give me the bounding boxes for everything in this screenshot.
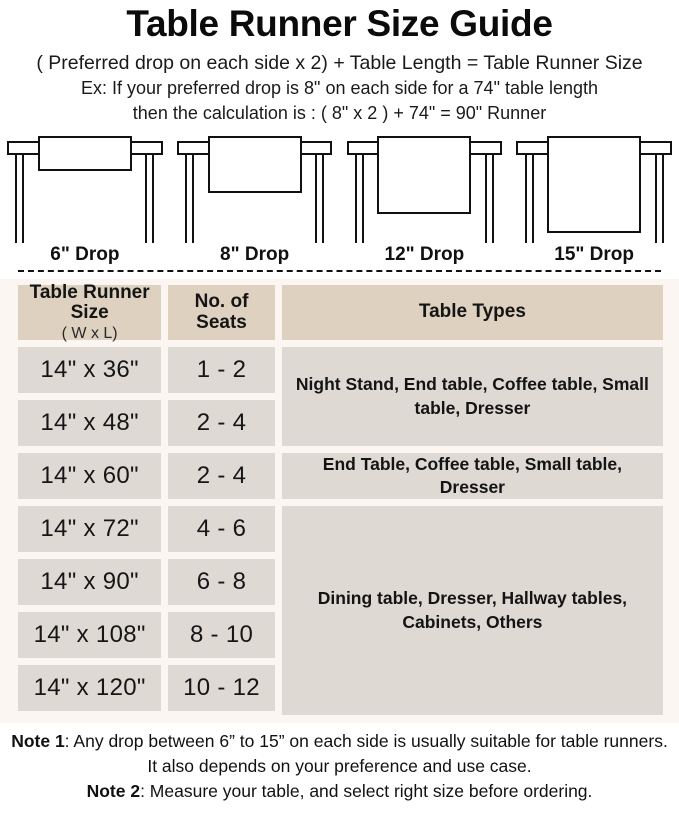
cell-seats-5: 8 - 10: [168, 612, 275, 658]
header-runner-size: Table Runner Size ( W x L): [18, 281, 162, 342]
header-table-types: Table Types: [281, 285, 664, 340]
cell-size-4: 14" x 90": [18, 559, 162, 605]
drop-diagram-8: [170, 133, 340, 243]
table-leg-left-icon: [524, 155, 534, 243]
table-leg-left-icon: [185, 155, 195, 243]
cell-seats-0: 1 - 2: [168, 347, 275, 393]
table-leg-left-icon: [354, 155, 364, 243]
cell-seats-2: 2 - 4: [168, 453, 275, 499]
table-leg-right-icon: [145, 155, 155, 243]
cell-seats-6: 10 - 12: [168, 665, 275, 711]
header-no-of-seats-label: No. of Seats: [194, 290, 249, 333]
cell-size-0: 14" x 36": [18, 347, 162, 393]
runner-drape-icon: [547, 136, 642, 233]
header-table-types-label: Table Types: [418, 301, 526, 323]
cell-types-group-2: Dining table, Dresser, Hallway tables, C…: [281, 506, 664, 715]
cell-seats-3: 4 - 6: [168, 506, 275, 552]
runner-drape-icon: [377, 136, 472, 214]
drop-diagram-15: [509, 133, 679, 243]
example-line-1: Ex: If your preferred drop is 8" on each…: [80, 78, 599, 98]
note-2-text: : Measure your table, and select right s…: [140, 781, 593, 801]
section-divider: [18, 270, 661, 272]
cell-size-3: 14" x 72": [18, 506, 162, 552]
cell-seats-1: 2 - 4: [168, 400, 275, 446]
note-2-label: Note 2: [86, 781, 141, 801]
column-runner-size: Table Runner Size ( W x L) 14" x 36" 14"…: [18, 281, 162, 715]
header-no-of-seats: No. of Seats: [168, 285, 275, 340]
cell-seats-4: 6 - 8: [168, 559, 275, 605]
runner-drape-icon: [207, 136, 302, 194]
drop-label-6: 6" Drop: [50, 244, 120, 265]
table-leg-right-icon: [484, 155, 494, 243]
column-table-types: Table Types Night Stand, End table, Coff…: [281, 285, 664, 715]
size-table: Table Runner Size ( W x L) 14" x 36" 14"…: [0, 279, 679, 723]
drop-diagram-12: [340, 133, 510, 243]
header-runner-size-main: Table Runner Size: [29, 281, 150, 324]
drop-diagram-6: [0, 133, 170, 243]
note-1: Note 1: Any drop between 6” to 15” on ea…: [10, 729, 669, 779]
table-leg-left-icon: [15, 155, 25, 243]
formula-line: ( Preferred drop on each side x 2) + Tab…: [36, 52, 643, 74]
cell-types-group-0: Night Stand, End table, Coffee table, Sm…: [281, 347, 664, 446]
drop-label-15: 15" Drop: [554, 244, 634, 265]
drop-label-row: 6" Drop 8" Drop 12" Drop 15" Drop: [0, 244, 679, 266]
guide-header: Table Runner Size Guide ( Preferred drop…: [0, 0, 679, 126]
column-no-of-seats: No. of Seats 1 - 2 2 - 4 2 - 4 4 - 6 6 -…: [168, 285, 275, 715]
header-runner-size-sub: ( W x L): [61, 324, 118, 342]
note-1-text: : Any drop between 6” to 15” on each sid…: [64, 731, 668, 776]
runner-drape-icon: [37, 136, 132, 171]
drop-label-8: 8" Drop: [220, 244, 290, 265]
table-leg-right-icon: [315, 155, 325, 243]
drop-label-12: 12" Drop: [384, 244, 465, 265]
drop-diagram-strip: [0, 133, 679, 243]
cell-size-5: 14" x 108": [18, 612, 162, 658]
footer-notes: Note 1: Any drop between 6” to 15” on ea…: [0, 723, 679, 804]
page-title: Table Runner Size Guide: [126, 3, 553, 44]
cell-size-2: 14" x 60": [18, 453, 162, 499]
cell-size-6: 14" x 120": [18, 665, 162, 711]
cell-size-1: 14" x 48": [18, 400, 162, 446]
example-line-2: then the calculation is : ( 8" x 2 ) + 7…: [132, 103, 547, 123]
note-1-label: Note 1: [11, 731, 65, 751]
table-leg-right-icon: [654, 155, 664, 243]
cell-types-group-1: End Table, Coffee table, Small table, Dr…: [281, 453, 664, 499]
note-2: Note 2: Measure your table, and select r…: [10, 779, 669, 804]
